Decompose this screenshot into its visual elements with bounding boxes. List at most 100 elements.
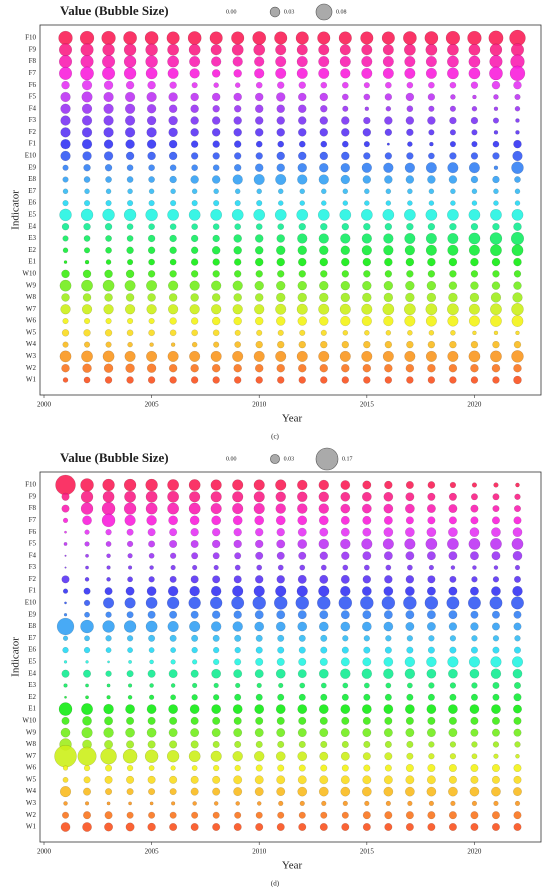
bubble: [513, 764, 522, 773]
bubble: [105, 541, 112, 547]
bubble: [363, 93, 371, 101]
bubble: [255, 293, 264, 302]
bubble: [449, 646, 457, 654]
bubble: [514, 493, 521, 500]
bubble: [405, 775, 415, 785]
bubble: [362, 823, 371, 831]
bubble: [253, 350, 265, 362]
bubble: [210, 491, 222, 503]
bubble: [405, 622, 415, 631]
bubble: [148, 552, 155, 559]
bubble: [277, 634, 285, 642]
bubble: [190, 539, 199, 548]
bubble: [513, 787, 522, 797]
bubble: [256, 329, 263, 336]
bubble: [234, 105, 242, 113]
y-tick-label: E7: [28, 634, 36, 642]
bubble: [493, 130, 499, 135]
bubble: [233, 728, 243, 738]
bubble: [491, 786, 501, 797]
bubble: [190, 376, 199, 384]
y-tick-label: W5: [26, 775, 37, 783]
bubble: [278, 682, 284, 689]
bubble: [340, 538, 351, 550]
bubble: [252, 31, 267, 45]
bubble: [297, 610, 307, 620]
y-tick-label: F6: [29, 528, 37, 536]
bubble: [384, 764, 392, 772]
bubble: [490, 350, 502, 363]
bubble: [448, 364, 458, 373]
y-tick-label: W3: [26, 352, 37, 360]
bubble: [318, 479, 329, 491]
bubble: [212, 164, 220, 172]
bubble: [126, 635, 134, 642]
bubble: [62, 188, 69, 195]
bubble: [127, 318, 134, 325]
bubble: [231, 596, 245, 610]
bubble: [254, 68, 265, 79]
bubble: [489, 66, 503, 81]
bubble: [320, 340, 328, 349]
bubble: [341, 551, 350, 560]
bubble: [126, 164, 134, 172]
bubble: [253, 491, 265, 503]
bubble: [254, 610, 264, 620]
bubble: [59, 208, 72, 222]
bubble: [276, 716, 285, 725]
bubble: [321, 800, 327, 807]
y-tick-label: W10: [22, 269, 36, 277]
bubble: [170, 564, 176, 571]
bubble: [470, 693, 478, 701]
bubble: [468, 67, 481, 80]
bubble: [146, 139, 157, 149]
bubble: [493, 188, 499, 195]
bubble: [513, 610, 522, 619]
bubble: [386, 142, 390, 146]
y-tick-label: W10: [22, 716, 36, 724]
bubble: [275, 67, 287, 79]
bubble: [149, 801, 154, 806]
y-tick-label: E10: [25, 599, 37, 607]
bubble: [191, 200, 198, 207]
bubble: [212, 787, 221, 796]
bubble: [297, 479, 308, 491]
bubble: [448, 823, 457, 831]
bubble: [190, 364, 199, 373]
bubble: [511, 161, 524, 174]
bubble: [105, 259, 112, 265]
x-tick-label: 2015: [360, 848, 375, 856]
bubble: [191, 82, 198, 89]
bubble: [471, 129, 478, 136]
bubble: [319, 245, 329, 255]
bubble: [255, 811, 263, 819]
bubble: [361, 67, 373, 79]
bubble: [105, 246, 112, 254]
bubble: [58, 55, 73, 69]
bubble: [428, 753, 435, 760]
bubble: [85, 660, 89, 664]
bubble: [255, 364, 264, 373]
bubble: [126, 811, 134, 819]
bubble: [61, 329, 70, 337]
bubble: [405, 728, 415, 738]
bubble: [255, 234, 264, 243]
bubble: [82, 363, 92, 373]
bubble: [363, 693, 371, 701]
bubble: [123, 55, 137, 68]
bubble: [296, 350, 308, 362]
bubble: [296, 303, 308, 315]
y-tick-label: E2: [28, 246, 36, 254]
bubble: [318, 56, 330, 68]
bubble: [167, 620, 179, 633]
bubble: [232, 479, 244, 491]
bubble: [234, 646, 241, 654]
bubble: [213, 200, 220, 207]
bubble: [169, 317, 177, 325]
bubble: [362, 775, 372, 785]
bubble: [384, 128, 393, 137]
bubble: [406, 693, 414, 701]
bubble: [512, 292, 523, 303]
bubble: [298, 764, 306, 772]
bubble: [470, 152, 479, 160]
